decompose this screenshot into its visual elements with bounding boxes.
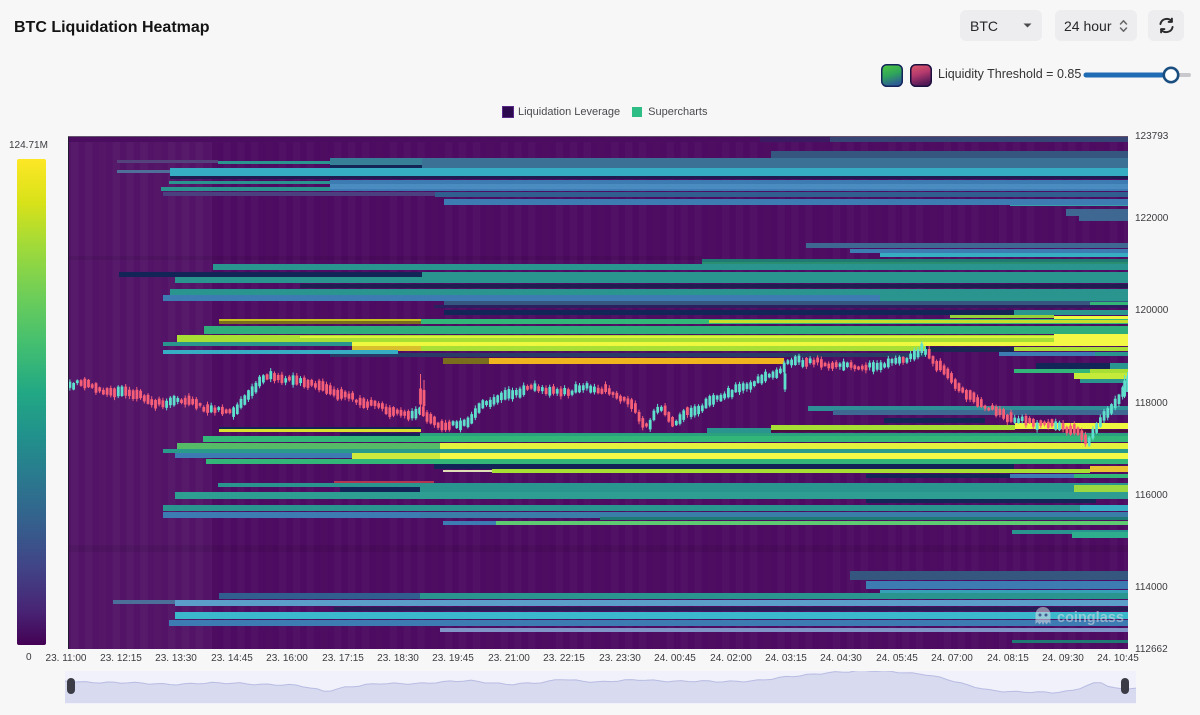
svg-text:coinglass: coinglass: [1057, 610, 1124, 626]
